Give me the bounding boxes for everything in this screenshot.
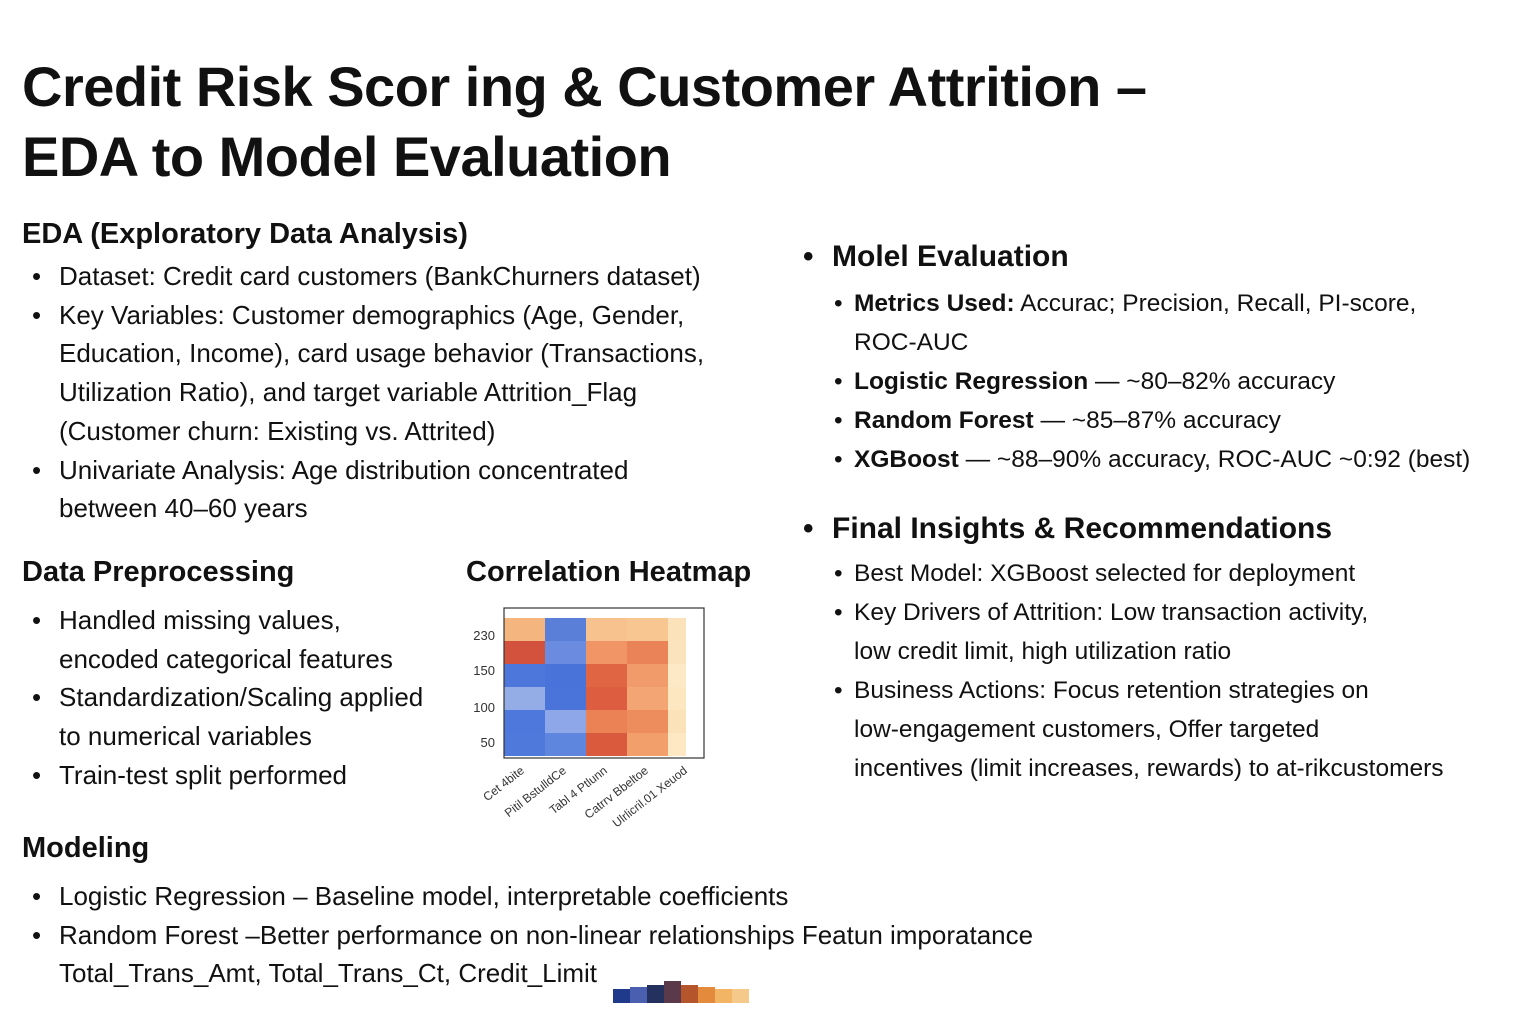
heatmap-cell (545, 664, 586, 687)
evaluation-item-logistic: Logistic Regression — ~80–82% accuracy (830, 362, 1470, 401)
insights-section: Final Insights & Recommendations Best Mo… (801, 512, 1444, 788)
feature-importance-bar (664, 981, 682, 1004)
insights-item-key-drivers: Key Drivers of Attrition: Low transactio… (830, 593, 1444, 671)
preprocessing-heading: Data Preprocessing (22, 556, 295, 588)
feature-importance-glyph (613, 965, 750, 1004)
insights-item-best-model: Best Model: XGBoost selected for deploym… (830, 554, 1444, 593)
feature-importance-bar (681, 985, 699, 1004)
heatmap-cell (545, 733, 586, 756)
heatmap-cell (586, 733, 627, 756)
modeling-heading: Modeling (22, 832, 150, 864)
insights-item-business-actions: Business Actions: Focus retention strate… (830, 671, 1444, 788)
heatmap-cell (586, 687, 627, 710)
heatmap-cell (545, 710, 586, 733)
heatmap-heading: Correlation Heatmap (466, 556, 752, 588)
heatmap-cell (668, 664, 686, 687)
evaluation-item-metrics: Metrics Used: Accurac; Precision, Recall… (830, 284, 1470, 362)
preprocessing-list: Handled missing values, encoded categori… (22, 601, 423, 795)
heatmap-y-tick: 50 (481, 735, 495, 750)
modeling-list: Logistic Regression – Baseline model, in… (22, 877, 1033, 1004)
preprocessing-item-missing: Handled missing values, encoded categori… (22, 601, 423, 678)
heatmap-cell (586, 641, 627, 664)
heatmap-cell (545, 687, 586, 710)
heatmap-cell (586, 664, 627, 687)
feature-importance-bar (630, 987, 648, 1004)
feature-importance-bar (698, 987, 716, 1004)
evaluation-item-xgboost: XGBoost — ~88–90% accuracy, ROC-AUC ~0:9… (830, 440, 1470, 479)
feature-importance-bar (647, 985, 665, 1004)
heatmap-cell (668, 641, 686, 664)
evaluation-list: Metrics Used: Accurac; Precision, Recall… (830, 284, 1470, 479)
modeling-item-random-forest: Random Forest –Better performance on non… (22, 916, 1033, 1004)
eda-item-key-variables: Key Variables: Customer demographics (Ag… (22, 296, 704, 451)
feature-importance-bar (613, 989, 631, 1004)
evaluation-heading: Molel Evaluation (801, 240, 1470, 274)
heatmap-cell (504, 710, 545, 733)
heatmap-cell (586, 618, 627, 641)
insights-heading: Final Insights & Recommendations (801, 512, 1444, 546)
heatmap-cell (504, 733, 545, 756)
heatmap-cell (627, 641, 668, 664)
feature-importance-bar (732, 989, 750, 1004)
page-title: Credit Risk Scor ing & Customer Attritio… (22, 52, 1322, 192)
heatmap-cell (627, 687, 668, 710)
heatmap-cell (504, 641, 545, 664)
heatmap-cell (586, 710, 627, 733)
evaluation-item-random-forest: Random Forest — ~85–87% accuracy (830, 401, 1470, 440)
page-title-line-2: EDA to Model Evaluation (22, 125, 672, 188)
eda-list: Dataset: Credit card customers (BankChur… (22, 257, 704, 528)
heatmap-cell (504, 664, 545, 687)
preprocessing-item-split: Train-test split performed (22, 756, 423, 795)
eda-item-dataset: Dataset: Credit card customers (BankChur… (22, 257, 704, 296)
heatmap-cell (668, 733, 686, 756)
eda-heading: EDA (Exploratory Data Analysis) (22, 218, 468, 250)
heatmap-cell (504, 687, 545, 710)
heatmap-cell (668, 710, 686, 733)
heatmap-cell (668, 618, 686, 641)
heatmap-y-tick: 100 (473, 700, 495, 715)
heatmap-cell (627, 710, 668, 733)
heatmap-cell (627, 733, 668, 756)
evaluation-section: Molel Evaluation Metrics Used: Accurac; … (801, 240, 1470, 479)
eda-section: EDA (Exploratory Data Analysis) Dataset:… (22, 218, 704, 528)
heatmap-y-tick: 150 (473, 663, 495, 678)
page-title-line-1: Credit Risk Scor ing & Customer Attritio… (22, 55, 1147, 118)
preprocessing-section: Data Preprocessing Handled missing value… (22, 556, 423, 795)
heatmap-frame (503, 607, 705, 759)
heatmap-cell (627, 618, 668, 641)
modeling-section: Modeling Logistic Regression – Baseline … (22, 832, 1033, 1004)
modeling-item-logistic: Logistic Regression – Baseline model, in… (22, 877, 1033, 916)
heatmap-cell (545, 618, 586, 641)
insights-list: Best Model: XGBoost selected for deploym… (830, 554, 1444, 788)
correlation-heatmap: 230 150 100 50 Cet 4bite Pitil BstulldCe… (473, 607, 705, 830)
heatmap-cell (627, 664, 668, 687)
preprocessing-item-scaling: Standardization/Scaling applied to numer… (22, 678, 423, 755)
feature-importance-bar (715, 989, 733, 1004)
heatmap-cell (668, 687, 686, 710)
heatmap-cell (504, 618, 545, 641)
heatmap-cell (545, 641, 586, 664)
heatmap-y-tick: 230 (473, 628, 495, 643)
eda-item-univariate: Univariate Analysis: Age distribution co… (22, 451, 704, 528)
